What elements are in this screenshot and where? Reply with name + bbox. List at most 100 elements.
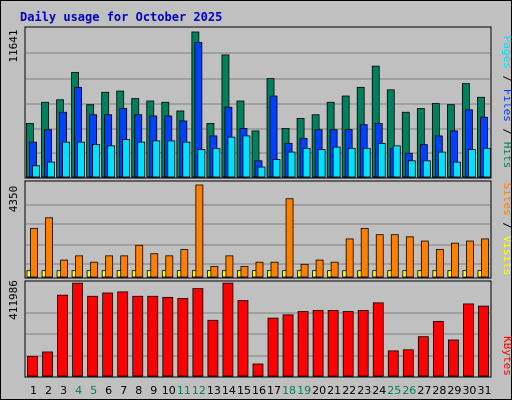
day-label: 13 bbox=[207, 384, 221, 397]
kbytes-bar bbox=[57, 294, 68, 377]
day-label: 28 bbox=[432, 384, 446, 397]
sites-bar bbox=[165, 255, 174, 278]
pages-bar bbox=[47, 161, 55, 178]
pages-bar bbox=[272, 159, 281, 178]
day-label: 22 bbox=[342, 384, 356, 397]
legend-separator: / bbox=[501, 122, 511, 142]
sites-bar bbox=[180, 249, 189, 278]
legend-hits-label: Hits bbox=[501, 142, 511, 169]
panel-1-ymax-label: 11641 bbox=[7, 29, 20, 62]
day-label: 26 bbox=[402, 384, 416, 397]
day-label: 27 bbox=[417, 384, 431, 397]
pages-bar bbox=[92, 144, 101, 178]
pages-bar bbox=[197, 149, 206, 178]
pages-bar bbox=[347, 147, 356, 178]
kbytes-bar bbox=[297, 311, 309, 377]
pages-bar bbox=[77, 141, 85, 178]
kbytes-bar bbox=[27, 355, 38, 377]
day-label: 2 bbox=[45, 384, 52, 397]
sites-bar bbox=[360, 227, 369, 278]
kbytes-bar bbox=[117, 291, 129, 377]
pages-bar bbox=[317, 149, 326, 178]
day-label: 8 bbox=[135, 384, 142, 397]
sites-bar bbox=[210, 266, 219, 278]
kbytes-bar bbox=[177, 298, 189, 377]
kbytes-bar bbox=[132, 295, 144, 377]
sites-bar bbox=[30, 227, 38, 278]
sites-bar bbox=[285, 198, 294, 278]
kbytes-bar bbox=[222, 282, 234, 377]
kbytes-bar bbox=[42, 351, 53, 377]
sites-bar bbox=[420, 240, 429, 278]
pages-bar bbox=[483, 147, 491, 178]
sites-bar bbox=[435, 249, 444, 278]
panel-1-legend: Pages / Files / Hits bbox=[501, 36, 511, 169]
kbytes-bar bbox=[192, 288, 204, 377]
sites-bar bbox=[466, 240, 474, 278]
kbytes-bar bbox=[372, 302, 384, 377]
kbytes-bar bbox=[237, 300, 249, 377]
pages-bar bbox=[422, 160, 431, 178]
day-label: 30 bbox=[462, 384, 476, 397]
day-label: 4 bbox=[75, 384, 82, 397]
day-label: 14 bbox=[222, 384, 236, 397]
legend-separator: / bbox=[501, 216, 511, 236]
sites-bar bbox=[60, 259, 68, 278]
legend-visits-label: Visits bbox=[501, 236, 511, 276]
sites-bar bbox=[375, 234, 384, 278]
sites-bar bbox=[75, 255, 83, 278]
kbytes-bar bbox=[417, 336, 429, 377]
day-label: 10 bbox=[162, 384, 176, 397]
panel-2-legend: Sites / Visits bbox=[501, 183, 511, 276]
legend-kbytes-label: KBytes bbox=[501, 336, 511, 376]
kbytes-bar bbox=[72, 282, 83, 377]
day-label: 29 bbox=[447, 384, 461, 397]
day-label: 11 bbox=[177, 384, 191, 397]
pages-bar bbox=[32, 165, 40, 178]
pages-bar bbox=[453, 161, 461, 178]
pages-bar bbox=[62, 141, 70, 178]
kbytes-bar bbox=[402, 349, 414, 377]
sites-bar bbox=[135, 244, 144, 278]
sites-bar bbox=[300, 263, 309, 278]
kbytes-bar bbox=[432, 320, 444, 377]
pages-bar bbox=[107, 145, 116, 178]
pages-bar bbox=[392, 145, 401, 178]
sites-bar bbox=[330, 261, 339, 278]
panel-3-legend: KBytes bbox=[501, 336, 511, 376]
kbytes-bar bbox=[387, 350, 399, 377]
kbytes-bar bbox=[267, 317, 279, 377]
panel-2-ymax-label: 4350 bbox=[7, 186, 20, 213]
sites-bar bbox=[45, 217, 53, 278]
day-label: 23 bbox=[357, 384, 371, 397]
pages-bar bbox=[137, 141, 146, 178]
pages-bar bbox=[362, 147, 371, 178]
pages-bar bbox=[332, 146, 341, 178]
kbytes-bar bbox=[448, 339, 459, 377]
pages-bar bbox=[242, 135, 251, 178]
kbytes-bar bbox=[327, 310, 339, 377]
sites-bar bbox=[255, 261, 264, 278]
kbytes-bar bbox=[87, 295, 99, 377]
pages-bar bbox=[468, 149, 476, 178]
pages-bar bbox=[377, 142, 386, 178]
sites-bar bbox=[150, 253, 159, 278]
kbytes-bar bbox=[342, 311, 354, 377]
kbytes-bar bbox=[162, 296, 174, 377]
pages-bar bbox=[167, 140, 176, 178]
pages-bar bbox=[122, 139, 131, 178]
sites-bar bbox=[225, 255, 234, 278]
day-label: 7 bbox=[120, 384, 127, 397]
kbytes-bar bbox=[282, 314, 294, 377]
panel-3-ymax-label: 411986 bbox=[7, 280, 20, 320]
pages-bar bbox=[152, 140, 161, 178]
day-label: 3 bbox=[60, 384, 67, 397]
pages-bar bbox=[227, 136, 236, 178]
sites-bar bbox=[315, 259, 324, 278]
pages-bar bbox=[212, 147, 221, 178]
day-label: 19 bbox=[297, 384, 311, 397]
legend-sites-label: Sites bbox=[501, 183, 511, 216]
day-label: 24 bbox=[372, 384, 386, 397]
chart-title: Daily usage for October 2025 bbox=[20, 10, 222, 24]
